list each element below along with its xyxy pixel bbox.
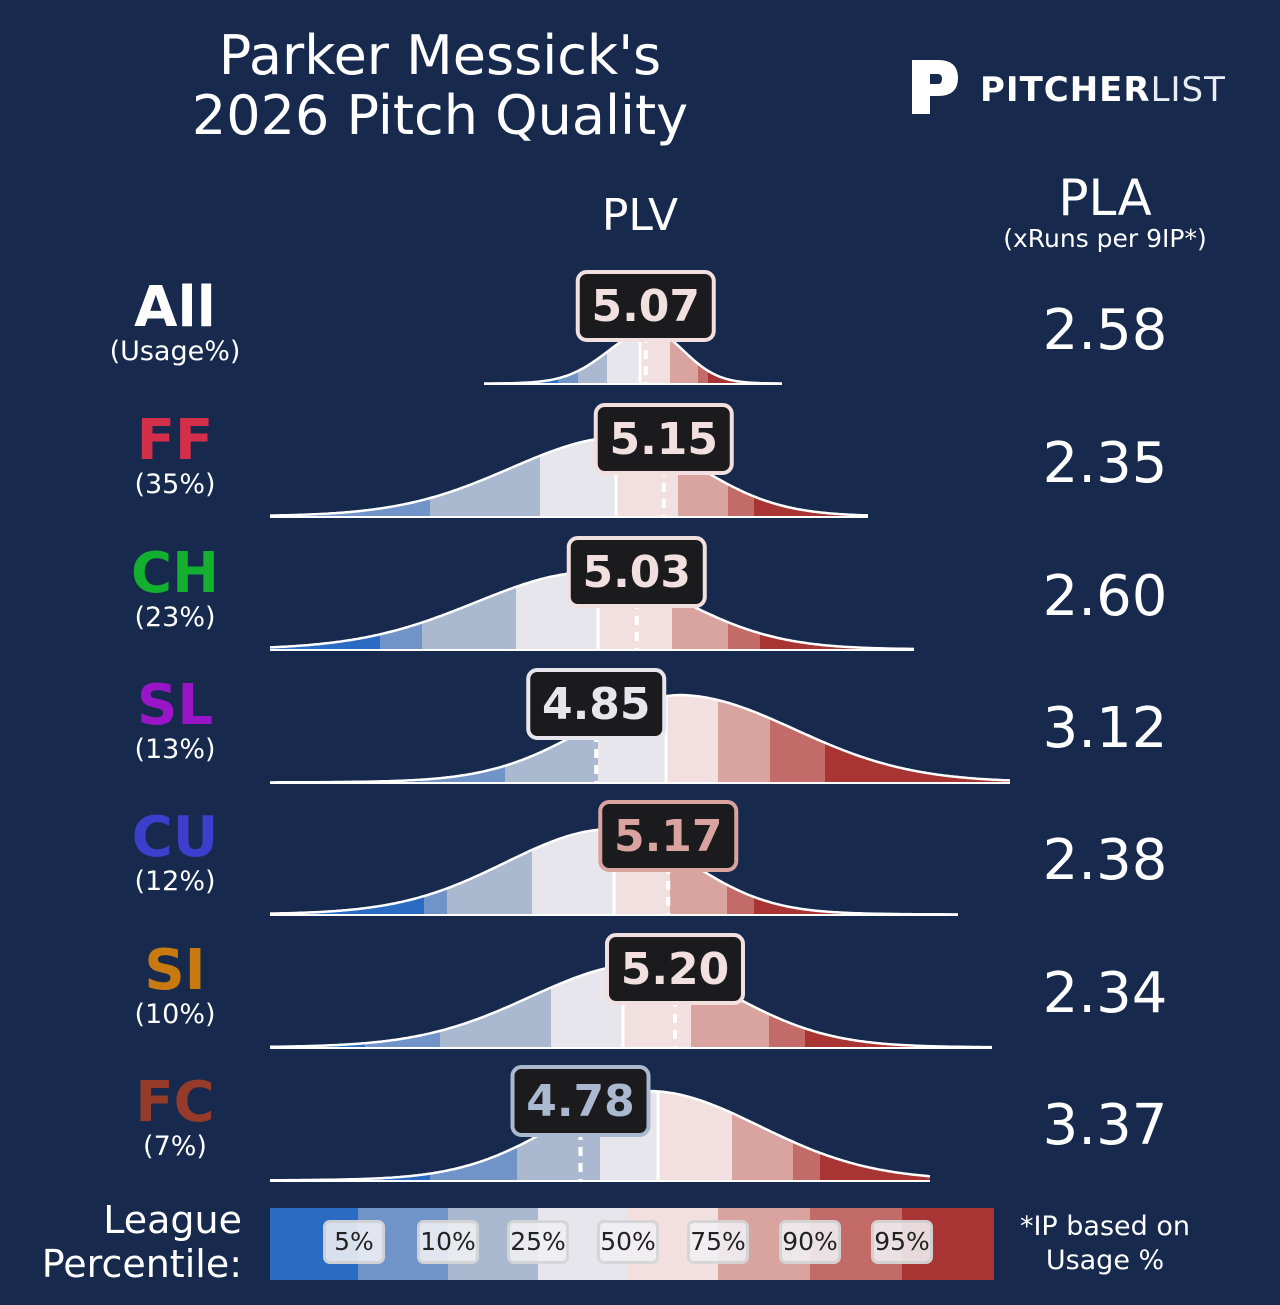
footnote-line-2: Usage %	[1045, 1245, 1165, 1276]
percentile-band	[658, 1091, 732, 1181]
plv-value: 4.78	[526, 1076, 635, 1127]
plv-value: 4.85	[542, 679, 651, 730]
distribution-ff: 5.15	[269, 403, 869, 518]
pla-subheader: (xRuns per 9IP*)	[1003, 224, 1207, 253]
distribution-outline	[269, 435, 869, 517]
percentile-band	[718, 695, 770, 783]
percentile-legend: 5% 10% 25% 50% 75% 90% 95%	[270, 1208, 994, 1280]
percentile-band	[754, 829, 958, 915]
pitch-usage: (12%)	[134, 866, 216, 897]
pitch-label: FC	[135, 1070, 215, 1135]
percentile-band	[728, 572, 760, 650]
legend-percentile-label: 10%	[417, 1220, 479, 1264]
legend-label: League Percentile:	[20, 1198, 242, 1286]
legend-percentile-label: 75%	[687, 1220, 749, 1264]
plv-value: 5.15	[609, 414, 718, 465]
pitch-usage: (23%)	[134, 602, 216, 633]
distribution-sl: 4.85	[270, 668, 1010, 784]
legend-percentile-label: 95%	[871, 1220, 933, 1264]
logo-wordmark: PITCHERLIST	[980, 70, 1226, 110]
distribution-fc: 4.78	[270, 1065, 931, 1182]
pla-value: 2.35	[1042, 431, 1168, 496]
percentile-band	[270, 695, 420, 783]
pitch-label: FF	[136, 408, 214, 473]
plv-value: 5.03	[582, 547, 691, 598]
legend-percentile-label: 25%	[507, 1220, 569, 1264]
legend-label-line-2: Percentile:	[41, 1242, 242, 1286]
percentile-band	[365, 964, 440, 1048]
legend-label-line-1: League	[103, 1198, 242, 1242]
title-line-1: Parker Messick's	[218, 24, 662, 87]
percentile-band	[420, 695, 505, 783]
legend-percentile-label: 90%	[779, 1220, 841, 1264]
pla-value: 2.60	[1042, 564, 1168, 629]
percentile-band	[754, 437, 868, 517]
plv-value: 5.17	[614, 811, 723, 862]
pitch-usage: (13%)	[134, 734, 216, 765]
plv-header: PLV	[601, 190, 679, 241]
plv-badge	[510, 1065, 651, 1137]
percentile-band	[270, 1091, 430, 1181]
percentile-band	[666, 695, 718, 783]
percentile-band	[440, 964, 551, 1048]
plv-badge	[593, 403, 734, 475]
percentile-band	[424, 829, 447, 915]
percentile-band	[270, 964, 365, 1048]
percentile-band	[732, 1091, 793, 1181]
legend-percentile-label: 5%	[323, 1220, 385, 1264]
pitcherlist-logo-icon	[912, 60, 958, 114]
percentile-band	[820, 1091, 930, 1181]
percentile-band	[760, 572, 914, 650]
logo-text-light: LIST	[1150, 70, 1226, 110]
plv-value: 5.20	[621, 944, 730, 995]
percentile-band	[430, 437, 540, 517]
plv-value: 5.07	[591, 281, 700, 332]
pitch-usage: (Usage%)	[109, 336, 241, 367]
pla-value: 3.37	[1042, 1093, 1168, 1158]
pitch-label: SI	[144, 938, 206, 1003]
percentile-band	[805, 964, 992, 1048]
title-line-2: 2026 Pitch Quality	[191, 84, 689, 147]
logo-text-bold: PITCHER	[980, 70, 1151, 110]
percentile-band	[825, 695, 1010, 783]
pla-value: 3.12	[1042, 696, 1168, 761]
plv-badge	[526, 668, 667, 740]
percentile-band	[708, 330, 782, 384]
percentile-band	[320, 437, 430, 517]
percentile-band	[793, 1091, 820, 1181]
plv-badge	[566, 536, 707, 608]
footnote: *IP based on Usage %	[1000, 1210, 1210, 1278]
pitch-label: CU	[131, 805, 219, 870]
percentile-band	[770, 695, 825, 783]
footnote-line-1: *IP based on	[1019, 1211, 1191, 1242]
distribution-all: 5.07	[484, 270, 782, 385]
percentile-band	[270, 829, 424, 915]
pla-value: 2.34	[1042, 961, 1168, 1026]
percentile-band	[558, 330, 578, 384]
percentile-band	[769, 964, 805, 1048]
plv-badge	[598, 800, 739, 872]
pitcherlist-logo: PITCHERLIST	[908, 56, 1225, 120]
pitch-usage: (10%)	[134, 999, 216, 1030]
pitch-label: All	[134, 275, 216, 340]
distribution-cu: 5.17	[269, 800, 958, 916]
percentile-band	[484, 330, 558, 384]
pitch-label: CH	[131, 541, 219, 606]
percentile-band	[270, 437, 320, 517]
pitch-usage: (35%)	[134, 469, 216, 500]
pitch-usage: (7%)	[143, 1131, 207, 1162]
pla-value: 2.58	[1042, 298, 1168, 363]
plv-badge	[605, 933, 745, 1005]
chart-title: Parker Messick's 2026 Pitch Quality	[140, 26, 740, 146]
pitch-label: SL	[136, 673, 213, 738]
plv-badge	[575, 270, 716, 342]
percentile-band	[270, 572, 380, 650]
legend-percentile-label: 50%	[597, 1220, 659, 1264]
distribution-si: 5.20	[270, 933, 992, 1049]
pla-header: PLA	[1058, 169, 1152, 227]
distribution-ch: 5.03	[269, 536, 915, 651]
pla-value: 2.38	[1042, 828, 1168, 893]
